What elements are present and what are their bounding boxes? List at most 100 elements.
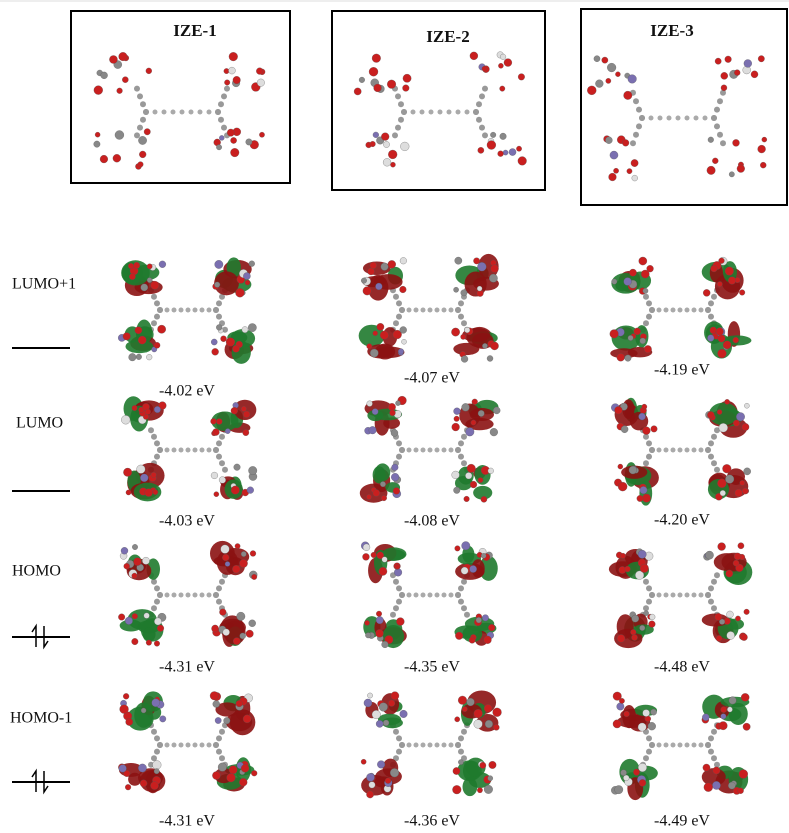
atom: [714, 107, 720, 113]
atom: [692, 308, 697, 313]
atom: [354, 88, 361, 95]
atom: [648, 722, 656, 730]
atom: [388, 260, 396, 268]
atom: [646, 454, 652, 460]
atom: [644, 345, 652, 353]
energy-label: -4.35 eV: [404, 659, 460, 676]
atom: [145, 409, 151, 415]
atom: [216, 585, 222, 591]
atom: [632, 615, 639, 622]
atom: [722, 464, 731, 473]
atom: [707, 335, 714, 342]
atom: [449, 743, 454, 748]
atom: [249, 261, 255, 267]
atom: [479, 125, 485, 131]
atom: [629, 466, 637, 474]
atom: [488, 776, 493, 781]
atom: [216, 300, 222, 306]
atom: [165, 448, 170, 453]
atom: [373, 132, 379, 138]
atom: [657, 448, 662, 453]
atom: [721, 714, 726, 719]
atom: [458, 735, 464, 741]
atom: [364, 699, 372, 707]
atom: [620, 553, 625, 558]
atom: [455, 546, 460, 551]
atom: [469, 637, 475, 643]
atom: [481, 496, 487, 502]
atom: [211, 418, 217, 424]
atom: [120, 705, 129, 714]
atom: [699, 308, 704, 313]
atom: [398, 349, 404, 355]
atom: [247, 487, 254, 494]
atom: [741, 693, 749, 701]
atom: [721, 72, 728, 79]
atom: [179, 743, 184, 748]
atom: [694, 116, 699, 121]
atom: [744, 609, 750, 615]
atom: [615, 406, 623, 414]
atom: [474, 720, 483, 729]
atom: [473, 109, 479, 115]
atom: [708, 137, 714, 143]
molecule-picture: [354, 52, 526, 168]
atom: [712, 158, 718, 164]
atom: [381, 495, 387, 501]
atom: [671, 308, 676, 313]
atom: [491, 342, 499, 350]
atom: [380, 481, 385, 486]
atom: [717, 98, 723, 104]
atom: [367, 693, 372, 698]
atom: [451, 328, 459, 336]
atom: [218, 117, 224, 123]
atom: [132, 405, 137, 410]
atom: [154, 314, 160, 320]
atom: [718, 335, 725, 342]
atom: [428, 448, 433, 453]
atom: [708, 300, 714, 306]
atom: [216, 314, 222, 320]
atom: [729, 172, 734, 177]
atom: [393, 729, 399, 735]
atom: [363, 544, 370, 551]
atom: [714, 467, 720, 473]
atom: [760, 162, 766, 168]
atom: [716, 328, 724, 336]
atom: [751, 71, 758, 78]
atom: [239, 778, 247, 786]
atom: [708, 440, 714, 446]
atom: [376, 616, 383, 623]
atom: [212, 348, 219, 355]
atom: [399, 592, 405, 598]
atom: [442, 308, 447, 313]
atom: [219, 729, 225, 735]
atom: [464, 496, 470, 502]
energy-label: -4.19 eV: [654, 362, 710, 379]
atom: [225, 561, 230, 566]
atom: [477, 286, 482, 291]
atom: [500, 54, 506, 60]
atom: [631, 634, 637, 640]
atom: [476, 617, 482, 623]
atom: [644, 611, 649, 616]
atom: [361, 278, 367, 284]
atom: [643, 288, 648, 293]
atom: [649, 307, 655, 313]
atom: [414, 743, 419, 748]
atom: [453, 767, 460, 774]
atom: [734, 70, 740, 76]
atom: [242, 327, 248, 333]
atom: [236, 700, 243, 707]
atom: [455, 632, 463, 640]
atom: [246, 139, 252, 145]
atom: [239, 559, 247, 567]
atom: [705, 551, 713, 559]
atom: [595, 80, 603, 88]
atom: [435, 308, 440, 313]
atom: [365, 632, 371, 638]
atom: [617, 703, 624, 710]
atom: [618, 464, 623, 469]
orbital-picture: [118, 257, 256, 364]
atom: [186, 593, 191, 598]
